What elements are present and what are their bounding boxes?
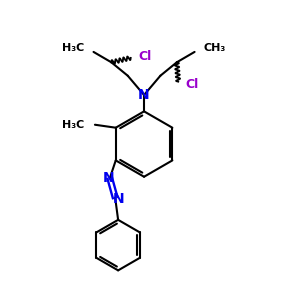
- Text: N: N: [103, 171, 114, 185]
- Text: CH₃: CH₃: [203, 44, 226, 53]
- Text: N: N: [138, 88, 150, 102]
- Text: Cl: Cl: [138, 50, 152, 63]
- Text: H₃C: H₃C: [62, 120, 85, 130]
- Text: N: N: [112, 192, 124, 206]
- Text: H₃C: H₃C: [62, 44, 85, 53]
- Text: Cl: Cl: [186, 78, 199, 91]
